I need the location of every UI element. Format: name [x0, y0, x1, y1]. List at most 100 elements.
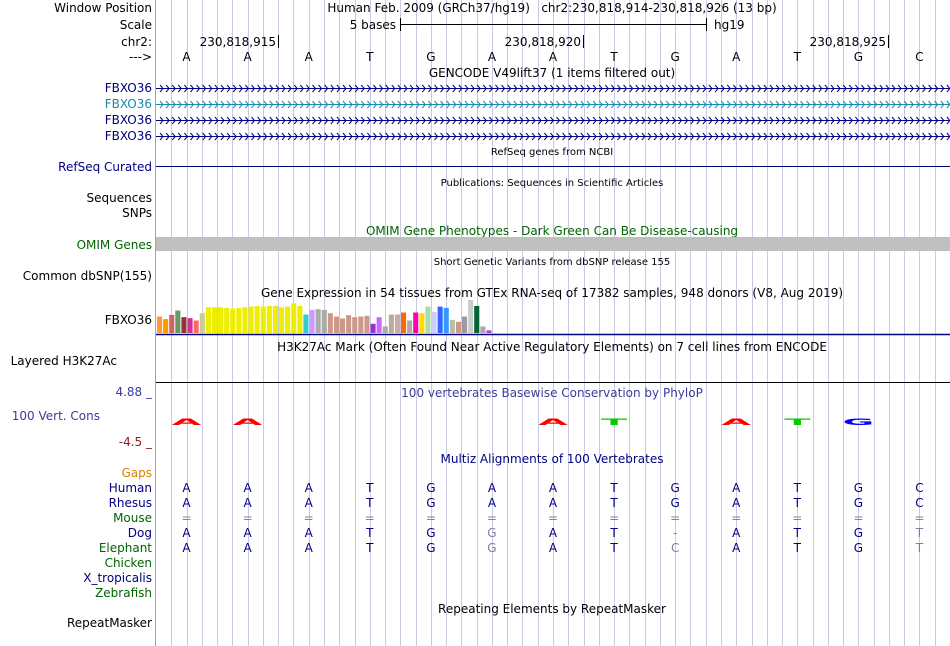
- gtex-tissue-bar[interactable]: [462, 316, 468, 334]
- omim-label[interactable]: OMIM Genes: [77, 238, 152, 252]
- dbsnp-track-title[interactable]: Short Genetic Variants from dbSNP releas…: [434, 257, 671, 268]
- multiz-species-label[interactable]: Dog: [128, 526, 152, 540]
- gtex-tissue-bar[interactable]: [193, 320, 199, 333]
- gtex-tissue-bar[interactable]: [480, 326, 486, 333]
- phylop-logo-letter[interactable]: T: [601, 417, 627, 427]
- multiz-species-label[interactable]: X_tropicalis: [83, 571, 152, 585]
- repeatmasker-track-title[interactable]: Repeating Elements by RepeatMasker: [438, 602, 666, 616]
- publications-snps-label[interactable]: SNPs: [122, 206, 152, 220]
- gtex-tissue-bar[interactable]: [236, 307, 242, 333]
- refseq-label[interactable]: RefSeq Curated: [58, 160, 152, 174]
- gtex-tissue-bar[interactable]: [401, 312, 407, 333]
- gencode-track-title[interactable]: GENCODE V49lift37 (1 items filtered out): [429, 66, 675, 80]
- gtex-tissue-bar[interactable]: [181, 317, 187, 333]
- gtex-tissue-bar[interactable]: [272, 305, 278, 333]
- gtex-tissue-bar[interactable]: [468, 300, 474, 333]
- gtex-tissue-bar[interactable]: [407, 320, 413, 333]
- multiz-species-label[interactable]: Rhesus: [109, 496, 152, 510]
- gtex-tissue-bar[interactable]: [413, 312, 419, 333]
- gtex-tissue-bar[interactable]: [437, 306, 443, 333]
- omim-gene-bar[interactable]: [156, 237, 950, 251]
- gtex-tissue-bar[interactable]: [199, 313, 205, 333]
- multiz-track-title[interactable]: Multiz Alignments of 100 Vertebrates: [440, 452, 663, 466]
- dbsnp-label[interactable]: Common dbSNP(155): [23, 269, 152, 283]
- gtex-tissue-bar[interactable]: [211, 307, 217, 333]
- gtex-tissue-bar[interactable]: [364, 315, 370, 333]
- phylop-logo-letter[interactable]: A: [233, 417, 263, 427]
- gtex-tissue-bar[interactable]: [370, 323, 376, 333]
- gtex-tissue-bar[interactable]: [394, 314, 400, 333]
- gencode-gene-lines[interactable]: [156, 84, 950, 141]
- gtex-tissue-bar[interactable]: [205, 307, 211, 333]
- gtex-tissue-bar[interactable]: [474, 305, 480, 333]
- gtex-tissue-bar[interactable]: [303, 314, 309, 333]
- gtex-tissue-bar[interactable]: [486, 330, 492, 333]
- gtex-tissue-bar[interactable]: [419, 313, 425, 333]
- publications-sequences-label[interactable]: Sequences: [87, 191, 152, 205]
- multiz-species-label[interactable]: Elephant: [99, 541, 152, 555]
- phylop-logo-letter[interactable]: A: [721, 417, 751, 427]
- gtex-tissue-bar[interactable]: [449, 319, 455, 333]
- gtex-tissue-bar[interactable]: [187, 318, 193, 333]
- gtex-tissue-bar[interactable]: [321, 309, 327, 333]
- gtex-tissue-bar[interactable]: [218, 307, 224, 333]
- gtex-tissue-bar[interactable]: [327, 313, 333, 333]
- gtex-tissue-bar[interactable]: [333, 316, 339, 334]
- h3k27ac-label[interactable]: Layered H3K27Ac: [11, 354, 117, 368]
- h3k27ac-track-title[interactable]: H3K27Ac Mark (Often Found Near Active Re…: [277, 340, 827, 354]
- gtex-tissue-bar[interactable]: [431, 311, 437, 333]
- phylop-logo-letter[interactable]: T: [784, 417, 810, 427]
- multiz-species-label[interactable]: Mouse: [113, 511, 152, 525]
- gtex-tissue-bar[interactable]: [425, 306, 431, 333]
- gtex-tissue-bar[interactable]: [443, 307, 449, 333]
- gtex-tissue-bar[interactable]: [315, 309, 321, 333]
- gtex-track-title[interactable]: Gene Expression in 54 tissues from GTEx …: [261, 286, 843, 300]
- omim-track-title[interactable]: OMIM Gene Phenotypes - Dark Green Can Be…: [366, 224, 738, 238]
- gtex-tissue-bar[interactable]: [388, 314, 394, 333]
- gtex-tissue-bar[interactable]: [297, 305, 303, 333]
- multiz-species-label[interactable]: Chicken: [105, 556, 152, 570]
- gtex-tissue-bar[interactable]: [163, 319, 169, 333]
- multiz-species-label[interactable]: Zebrafish: [95, 586, 152, 600]
- gtex-tissue-bar[interactable]: [346, 315, 352, 333]
- gtex-tissue-bar[interactable]: [175, 310, 181, 333]
- gtex-tissue-bar[interactable]: [382, 326, 388, 333]
- gtex-tissue-bar[interactable]: [279, 307, 285, 333]
- gtex-tissue-bar[interactable]: [376, 317, 382, 333]
- refseq-track-title[interactable]: RefSeq genes from NCBI: [491, 147, 613, 158]
- gtex-tissue-bar[interactable]: [358, 316, 364, 334]
- phylop-logo-letter[interactable]: A: [172, 417, 202, 427]
- phylop-track-title[interactable]: 100 vertebrates Basewise Conservation by…: [401, 386, 703, 400]
- gtex-tissue-bar[interactable]: [248, 306, 254, 333]
- gencode-item-label-4[interactable]: FBXO36: [105, 129, 152, 143]
- gtex-tissue-bar[interactable]: [285, 306, 291, 333]
- phylop-logo-letter[interactable]: A: [538, 417, 568, 427]
- gencode-item-label-2[interactable]: FBXO36: [105, 97, 152, 111]
- publications-track-title[interactable]: Publications: Sequences in Scientific Ar…: [441, 178, 664, 189]
- gtex-tissue-bar[interactable]: [157, 316, 163, 334]
- gtex-tissue-bar[interactable]: [309, 309, 315, 333]
- gtex-tissue-bar[interactable]: [266, 305, 272, 333]
- gtex-expression-bars[interactable]: [157, 300, 492, 333]
- gtex-tissue-bar[interactable]: [230, 308, 236, 333]
- gencode-item-label-3[interactable]: FBXO36: [105, 113, 152, 127]
- gtex-label[interactable]: FBXO36: [105, 313, 152, 327]
- multiz-base: T: [365, 481, 374, 495]
- gtex-tissue-bar[interactable]: [169, 314, 175, 333]
- gtex-tissue-bar[interactable]: [242, 307, 248, 333]
- repeatmasker-label[interactable]: RepeatMasker: [67, 616, 152, 630]
- gtex-tissue-bar[interactable]: [340, 318, 346, 333]
- gencode-item-label-1[interactable]: FBXO36: [105, 81, 152, 95]
- gtex-tissue-bar[interactable]: [260, 306, 266, 333]
- phylop-logo-letter[interactable]: G: [843, 417, 875, 427]
- gtex-tissue-bar[interactable]: [224, 307, 230, 333]
- multiz-species-label[interactable]: Human: [109, 481, 152, 495]
- gtex-tissue-bar[interactable]: [352, 317, 358, 333]
- gtex-tissue-bar[interactable]: [254, 305, 260, 333]
- gtex-tissue-bar[interactable]: [291, 303, 297, 333]
- gtex-tissue-bar[interactable]: [455, 321, 461, 333]
- phylop-label[interactable]: 100 Vert. Cons: [12, 409, 100, 423]
